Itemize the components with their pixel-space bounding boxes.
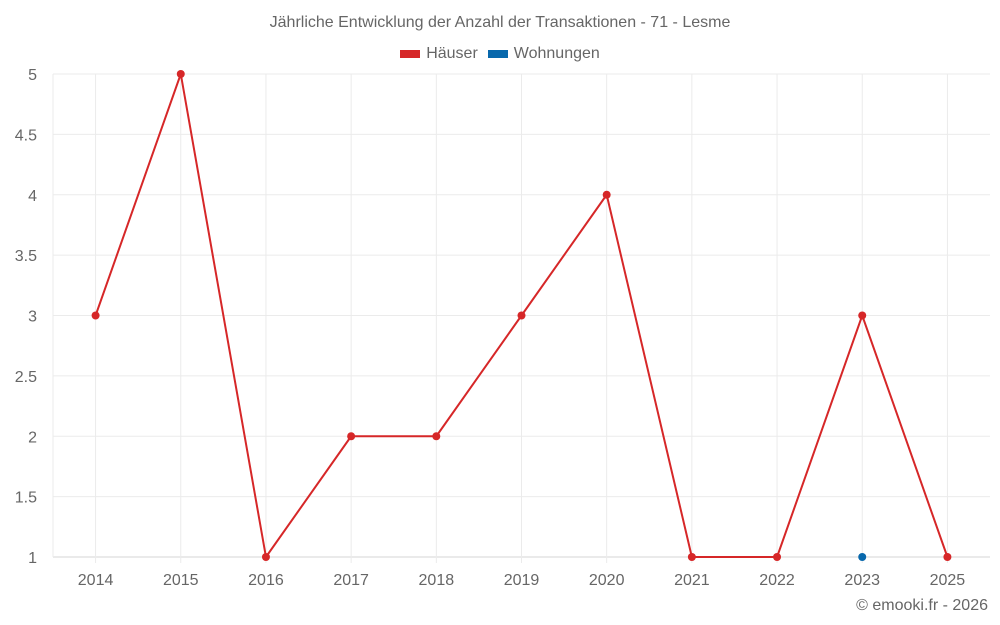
x-tick-label: 2023 (844, 572, 880, 589)
copyright-credit: © emooki.fr - 2026 (856, 597, 988, 614)
x-axis: 2014 2015 2016 2017 2018 2019 2020 2021 2022 2023… (78, 572, 966, 589)
data-point[interactable] (176, 70, 185, 78)
chart-title: Jährliche Entwicklung der Anzahl der Tra… (269, 14, 731, 31)
y-tick-label: 1.5 (15, 490, 37, 507)
series-layer (91, 70, 952, 561)
x-tick-label: 2018 (419, 572, 455, 589)
y-tick-label: 3.5 (15, 248, 37, 265)
data-point[interactable] (773, 553, 782, 561)
legend-swatch-haeuser (400, 50, 421, 58)
data-point[interactable] (858, 311, 867, 320)
legend-item-haeuser[interactable]: Häuser (400, 45, 478, 63)
y-tick-label: 2 (28, 429, 37, 446)
x-tick-label: 2015 (163, 572, 199, 589)
y-tick-label: 5 (28, 67, 37, 84)
y-tick-label: 4 (28, 188, 37, 205)
x-tick-label: 2017 (333, 572, 369, 589)
legend-item-wohnungen[interactable]: Wohnungen (487, 45, 600, 63)
x-tick-label: 2020 (589, 572, 625, 589)
x-tick-label: 2016 (248, 572, 284, 589)
data-point[interactable] (602, 190, 611, 199)
y-axis: 1 1.5 2 2.5 3 3.5 4 4.5 5 (15, 67, 37, 567)
x-tick-label: 2021 (674, 572, 710, 589)
data-point[interactable] (432, 432, 441, 441)
data-point[interactable] (517, 311, 526, 320)
data-point[interactable] (91, 311, 100, 320)
legend-label-haeuser: Häuser (426, 45, 478, 62)
y-tick-label: 1 (28, 550, 37, 567)
data-point[interactable] (347, 432, 356, 441)
x-tick-label: 2014 (78, 572, 114, 589)
data-point[interactable] (858, 553, 867, 561)
y-tick-label: 3 (28, 309, 37, 326)
y-tick-label: 4.5 (15, 127, 37, 144)
data-point[interactable] (687, 553, 696, 561)
x-tick-label: 2022 (759, 572, 795, 589)
x-tick-label: 2025 (930, 572, 966, 589)
x-tick-label: 2019 (504, 572, 540, 589)
legend-label-wohnungen: Wohnungen (513, 45, 600, 62)
data-point[interactable] (261, 553, 270, 561)
data-point[interactable] (943, 553, 952, 561)
legend-swatch-wohnungen (487, 50, 508, 58)
chart-legend: Häuser Wohnungen (0, 45, 1000, 63)
y-tick-label: 2.5 (15, 369, 37, 386)
